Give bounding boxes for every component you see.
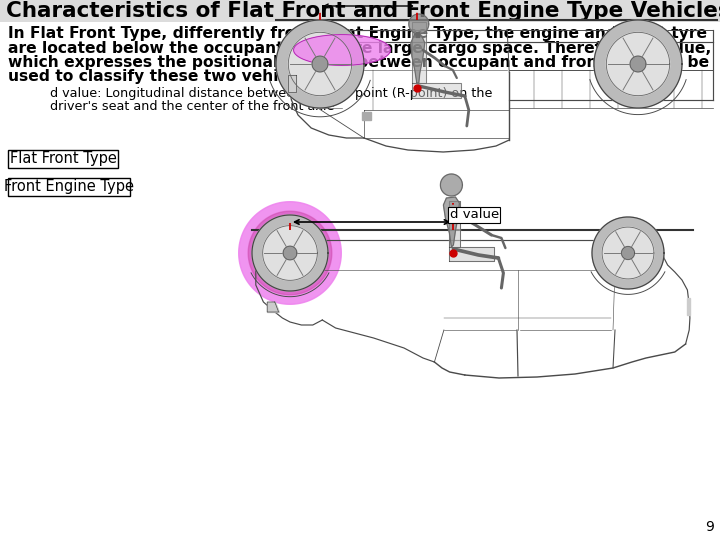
Polygon shape	[252, 215, 328, 291]
Polygon shape	[412, 22, 426, 83]
Polygon shape	[621, 247, 634, 260]
Polygon shape	[449, 247, 495, 261]
Polygon shape	[409, 14, 429, 34]
Polygon shape	[411, 36, 425, 83]
Text: driver's seat and the center of the front axle: driver's seat and the center of the fron…	[50, 100, 334, 113]
Text: Front Engine Type: Front Engine Type	[4, 179, 134, 194]
Polygon shape	[294, 35, 390, 65]
Polygon shape	[592, 217, 664, 289]
Text: Flat Front Type: Flat Front Type	[9, 152, 117, 166]
Polygon shape	[444, 197, 459, 247]
Text: are located below the occupant to ensure large cargo space. Therefore, d value,: are located below the occupant to ensure…	[8, 40, 711, 56]
Polygon shape	[594, 20, 682, 108]
Polygon shape	[412, 83, 461, 98]
Polygon shape	[239, 202, 341, 305]
Polygon shape	[362, 112, 371, 120]
Polygon shape	[276, 20, 364, 108]
Polygon shape	[248, 211, 332, 295]
Polygon shape	[288, 32, 351, 96]
Text: d value: d value	[450, 208, 499, 221]
Polygon shape	[606, 32, 670, 96]
Polygon shape	[288, 75, 296, 92]
Bar	[449, 207, 500, 223]
Polygon shape	[630, 56, 646, 72]
Bar	[0, 0, 720, 22]
Polygon shape	[688, 298, 690, 315]
Text: 9: 9	[705, 520, 714, 534]
Polygon shape	[441, 174, 462, 196]
Polygon shape	[449, 201, 460, 247]
Polygon shape	[263, 226, 318, 280]
Text: d value: Longitudinal distance between the hip point (R-point) on the: d value: Longitudinal distance between t…	[50, 87, 492, 100]
Text: which expresses the positional relation between occupant and front tyre can be: which expresses the positional relation …	[8, 55, 709, 70]
Polygon shape	[267, 302, 279, 312]
Bar	[8, 150, 118, 168]
Polygon shape	[283, 246, 297, 260]
Bar	[8, 178, 130, 196]
Text: In Flat Front Type, differently from Front Engine Type, the engine and front tyr: In Flat Front Type, differently from Fro…	[8, 26, 707, 41]
Polygon shape	[602, 227, 654, 279]
Text: used to classify these two vehicles.: used to classify these two vehicles.	[8, 70, 319, 84]
Polygon shape	[312, 56, 328, 72]
Text: Characteristics of Flat Front and Front Engine Type Vehicles: Characteristics of Flat Front and Front …	[6, 1, 720, 21]
